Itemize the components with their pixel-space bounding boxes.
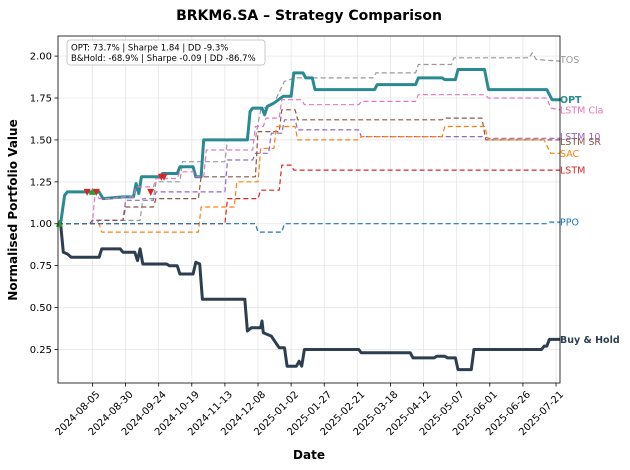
y-axis: 0.25 0.50 0.75 1.00 1.25 1.50 1.75 2.00 [30, 52, 58, 356]
plot-area [58, 36, 560, 383]
series-line-lstm-10 [58, 119, 560, 225]
y-tick-label: 1.50 [30, 135, 52, 146]
stats-annotation-bh: B&Hold: -68.9% | Sharpe -0.09 | DD -86.7… [71, 54, 256, 64]
series-label-lstm-cla: LSTM Cla [560, 105, 603, 116]
y-tick-label: 1.25 [30, 177, 52, 188]
series-label-lstm-10: LSTM 10 [560, 132, 600, 143]
trade-marker-sell [160, 173, 168, 181]
series-label-tos: TOS [559, 55, 579, 66]
y-axis-label: Normalised Portfolio Value [6, 119, 20, 300]
series-line-tos [58, 52, 561, 225]
trade-marker-buy [55, 219, 63, 227]
chart-title: BRKM6.SA – Strategy Comparison [176, 8, 442, 24]
y-tick-label: 0.50 [30, 303, 52, 314]
series-line-lstm-sr [58, 109, 560, 225]
trade-marker-buy [88, 187, 96, 195]
trade-marker-sell [83, 188, 91, 196]
series-line-buy-hold [58, 222, 560, 372]
y-tick-label: 1.75 [30, 94, 52, 105]
trade-marker-sell [92, 188, 100, 196]
x-axis: 2024-08-052024-08-302024-09-242024-10-19… [54, 383, 566, 438]
series-label-lstm: LSTM [560, 166, 585, 177]
y-tick-label: 2.00 [30, 52, 52, 63]
plot-frame [57, 35, 561, 384]
y-tick-label: 0.75 [30, 261, 52, 272]
series-label-buy-hold: Buy & Hold [560, 335, 620, 346]
grid-lines [58, 36, 560, 383]
series-line-ppo [58, 221, 560, 233]
y-tick-label: 1.00 [30, 219, 52, 230]
stats-annotation-opt: OPT: 73.7% | Sharpe 1.84 | DD -9.3% [71, 44, 228, 54]
series-label-lstm-sr: LSTM SR [560, 137, 601, 148]
y-tick-label: 0.25 [30, 345, 52, 356]
series-line-lstm [58, 164, 560, 225]
series-layer [58, 52, 561, 372]
series-label-sac: SAC [560, 149, 580, 160]
series-label-opt: OPT [560, 95, 582, 106]
stats-annotation: OPT: 73.7% | Sharpe 1.84 | DD -9.3% B&Ho… [66, 39, 266, 66]
series-line-sac [58, 125, 560, 233]
trade-marker-sell [147, 188, 155, 196]
series-label-ppo: PPO [560, 218, 579, 229]
series-line-lstm-cla [58, 94, 561, 225]
stats-annotation-box [66, 39, 266, 66]
trade-markers [55, 173, 168, 227]
x-axis-label: Date [293, 448, 325, 462]
